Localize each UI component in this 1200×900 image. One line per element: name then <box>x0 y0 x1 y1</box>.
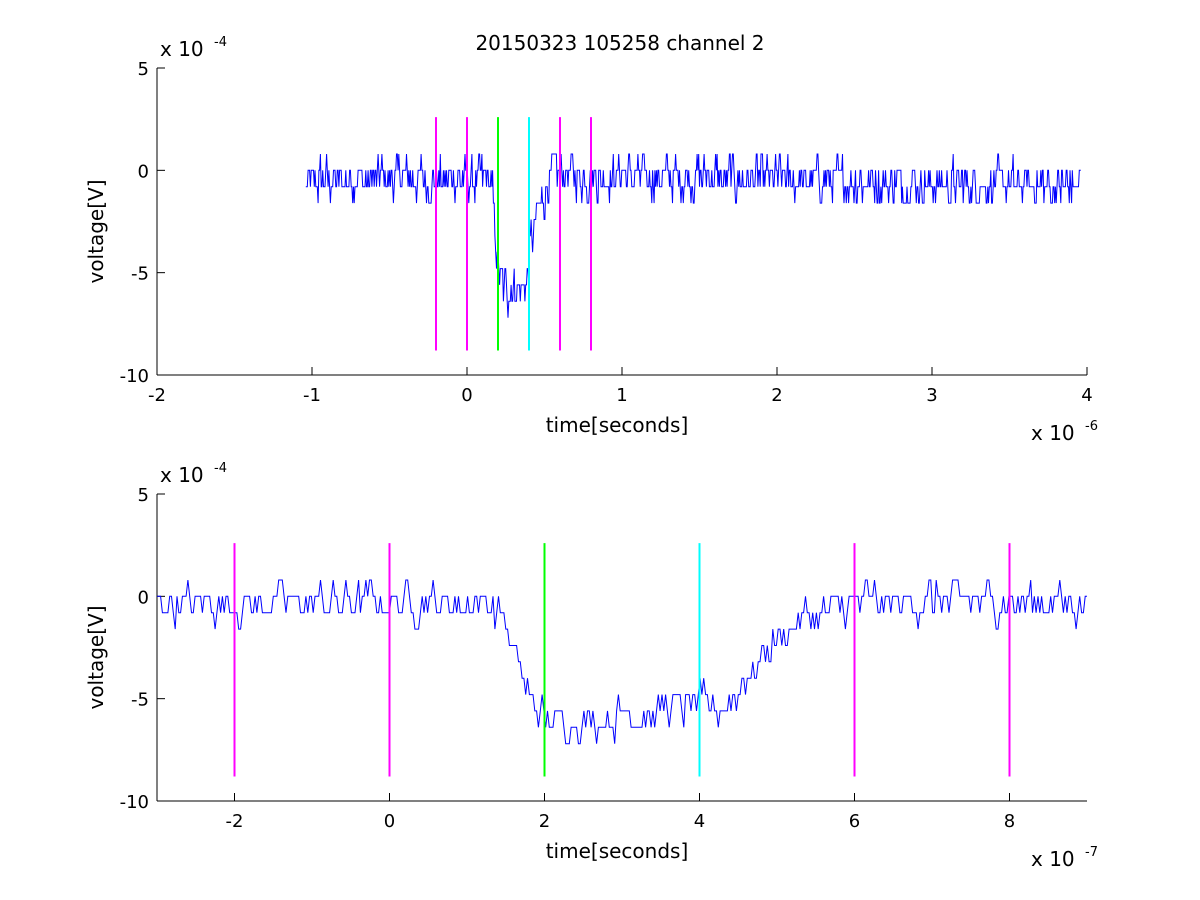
x-tick-label: 2 <box>771 385 782 406</box>
x-axis-label: time[seconds] <box>546 413 689 437</box>
y-axis-label: voltage[V] <box>84 179 108 283</box>
x-tick-label: 4 <box>694 811 705 832</box>
x-exponent-label: x 10 <box>1031 421 1075 445</box>
y-tick-label: -5 <box>131 264 149 285</box>
y-tick-label: 5 <box>138 485 149 506</box>
bottom-plot: -2 0 2 4 6 8 -10 -5 0 5 time[seconds] voltage[V] x 1… <box>84 461 1098 871</box>
x-tick-label: 3 <box>926 385 937 406</box>
y-exponent-power: -4 <box>214 461 227 476</box>
y-tick-label: 0 <box>138 161 149 182</box>
y-tick-label: 5 <box>138 59 149 80</box>
x-tick-label: 0 <box>384 811 395 832</box>
x-tick-label: 2 <box>539 811 550 832</box>
y-axis-label: voltage[V] <box>84 605 108 709</box>
x-exponent-label: x 10 <box>1031 847 1075 871</box>
y-exponent-label: x 10 <box>160 37 204 61</box>
figure-title: 20150323 105258 channel 2 <box>475 31 764 55</box>
x-tick-label: 4 <box>1081 385 1092 406</box>
x-tick-label: 1 <box>616 385 627 406</box>
top-plot: -2 -1 0 1 2 3 4-10-505time[seconds]voltage[V]x… <box>84 35 1098 445</box>
y-exponent-label: x 10 <box>160 463 204 487</box>
x-exponent-power: -7 <box>1085 845 1098 860</box>
y-tick-label: -10 <box>120 366 149 387</box>
y-tick-label: -10 <box>120 792 149 813</box>
signal-line <box>157 579 1087 745</box>
y-tick-label: -5 <box>131 690 149 711</box>
y-tick-label: 0 <box>138 587 149 608</box>
x-exponent-power: -6 <box>1085 419 1098 434</box>
x-tick-label: 6 <box>849 811 860 832</box>
x-tick-label: -2 <box>148 385 166 406</box>
x-tick-label: -1 <box>303 385 321 406</box>
y-exponent-power: -4 <box>214 35 227 50</box>
x-tick-label: 0 <box>461 385 472 406</box>
x-axis-label: time[seconds] <box>546 839 689 863</box>
x-tick-label: -2 <box>226 811 244 832</box>
x-tick-label: 8 <box>1004 811 1015 832</box>
